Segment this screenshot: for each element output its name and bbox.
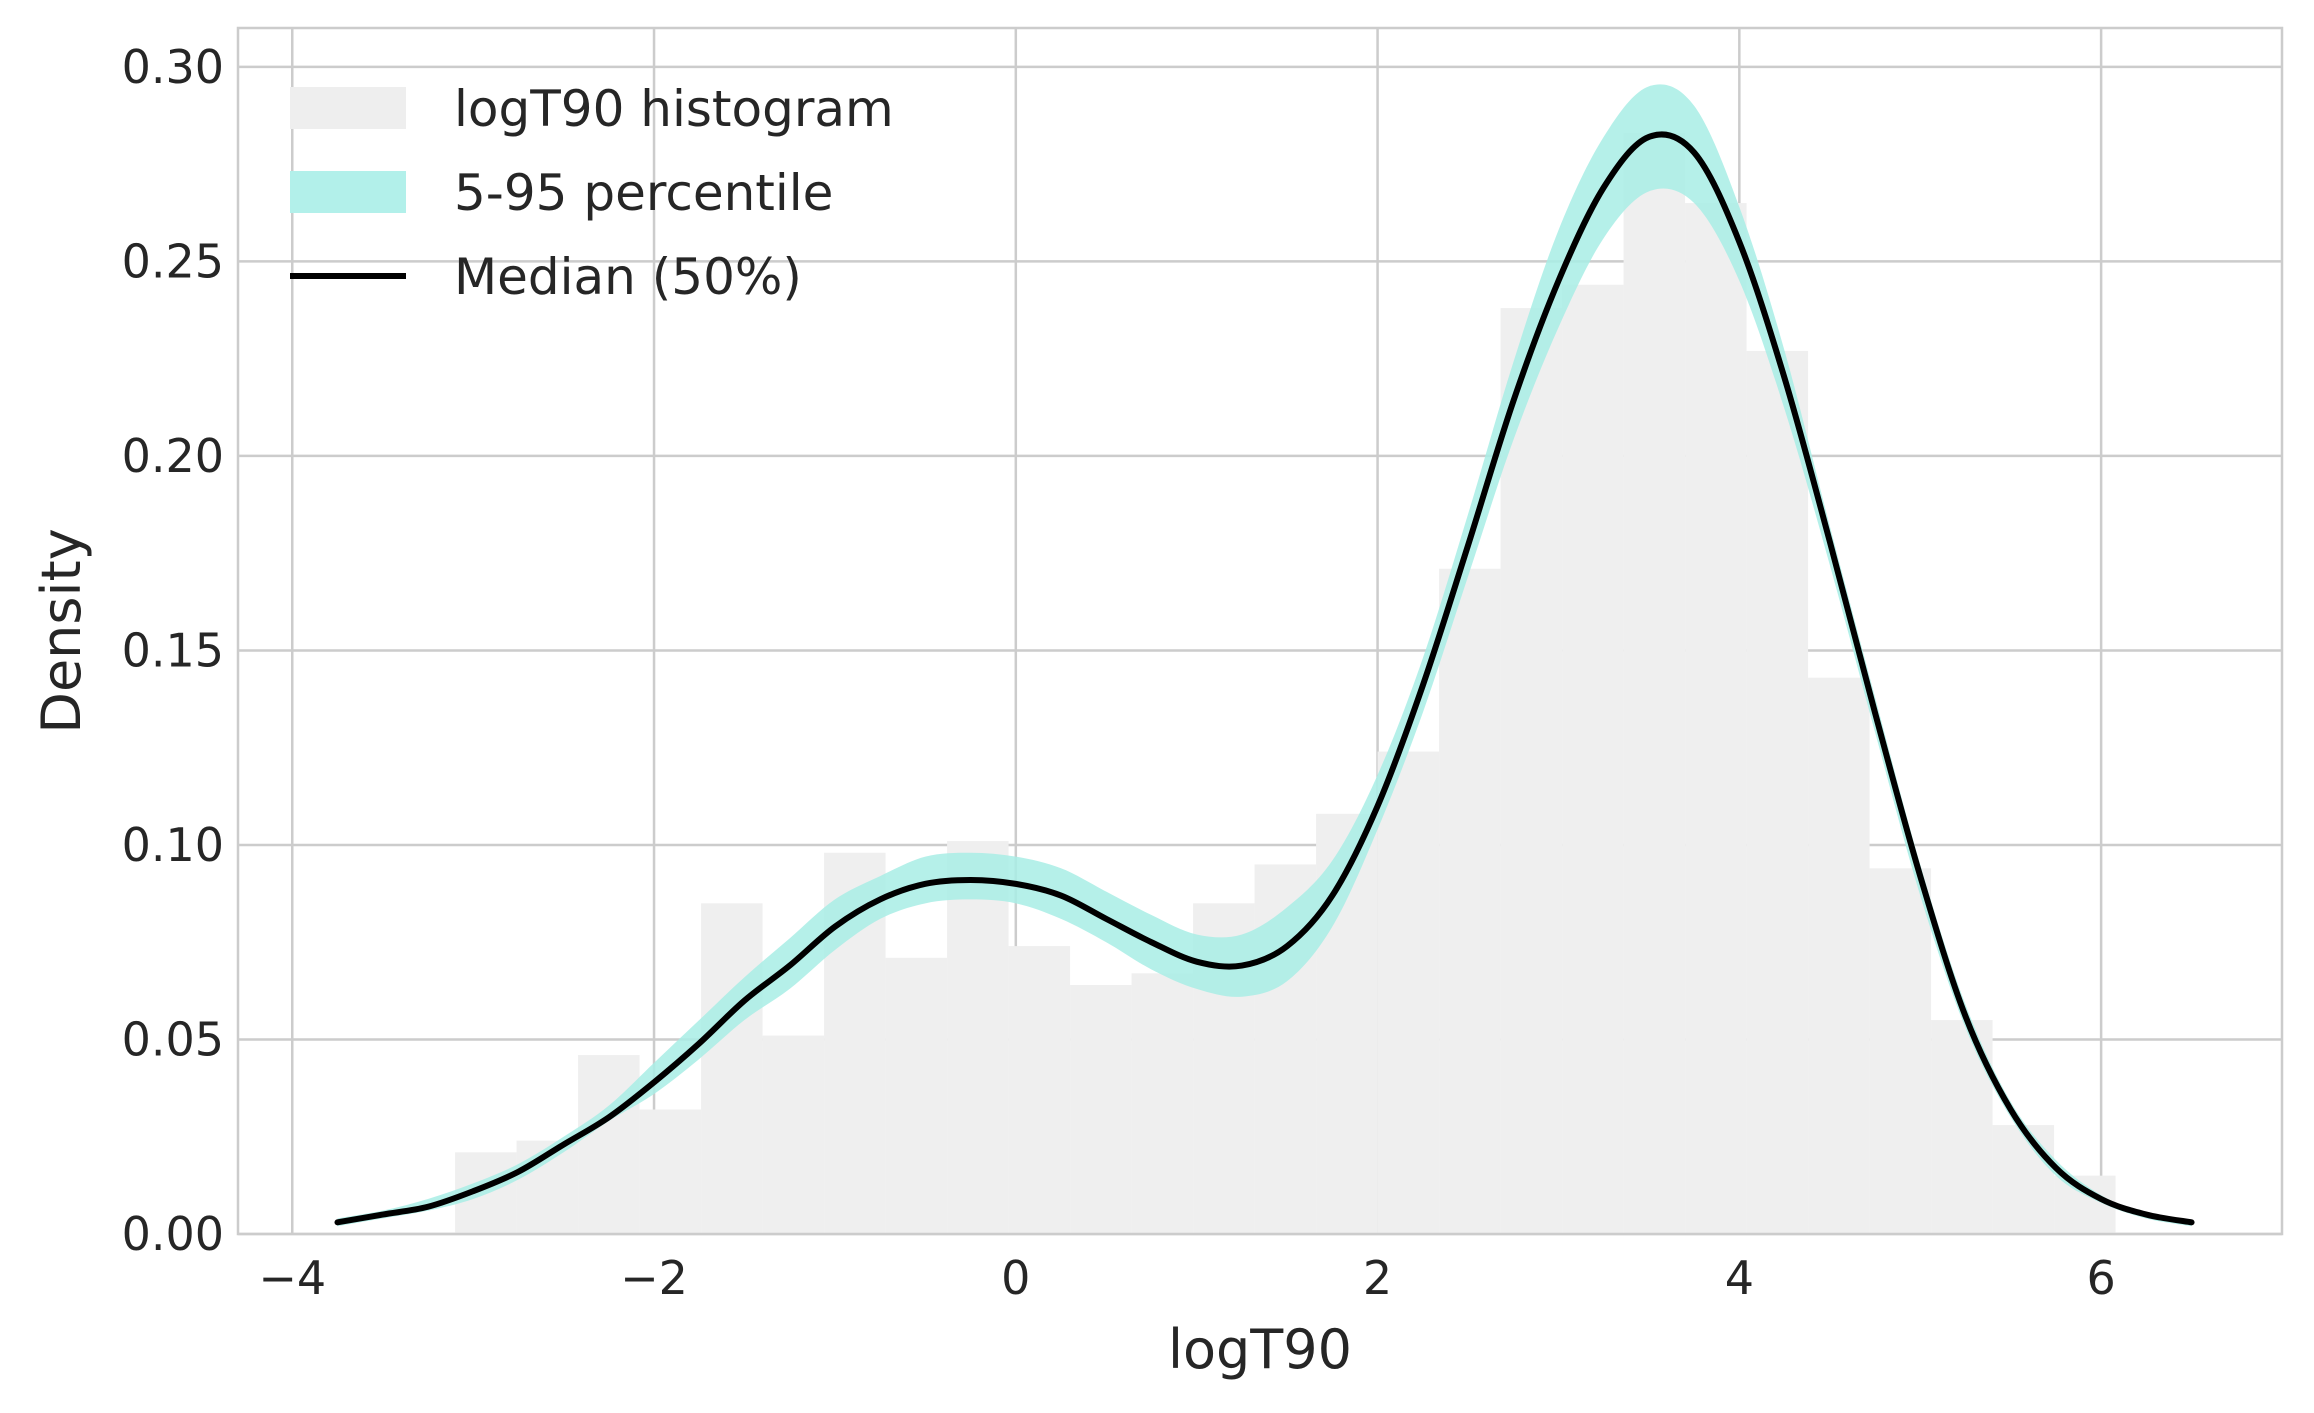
legend-label-1: 5-95 percentile: [454, 164, 833, 222]
y-tick-label-1: 0.05: [122, 1012, 224, 1066]
histogram-bar-2: [578, 1055, 640, 1234]
histogram-bar-9: [1008, 946, 1071, 1234]
y-tick-label-2: 0.10: [122, 818, 224, 872]
histogram-bar-22: [1808, 677, 1870, 1234]
histogram-bar-20: [1685, 203, 1747, 1235]
histogram: [455, 133, 2116, 1235]
y-tick-label-3: 0.15: [122, 623, 224, 677]
histogram-bar-11: [1131, 973, 1194, 1234]
histogram-bar-19: [1623, 133, 1686, 1235]
median-line: [334, 131, 2195, 1226]
y-tick-label-0: 0.00: [122, 1207, 224, 1261]
y-axis-title: Density: [30, 528, 93, 733]
histogram-bar-10: [1070, 985, 1132, 1234]
legend-swatch-0: [290, 87, 406, 129]
histogram-bar-7: [885, 957, 948, 1234]
histogram-bar-25: [1992, 1125, 2055, 1234]
x-tick-label-1: −2: [620, 1251, 688, 1305]
y-tick-label-5: 0.25: [122, 234, 224, 288]
legend-label-0: logT90 histogram: [454, 80, 894, 138]
y-tick-label-6: 0.30: [122, 40, 224, 94]
x-tick-labels: −4 −2 0 2 4 6: [258, 1251, 2115, 1305]
histogram-bar-17: [1500, 308, 1563, 1234]
histogram-bar-3: [639, 1109, 702, 1234]
x-axis-title: logT90: [1168, 1318, 1352, 1381]
legend-swatch-1: [290, 171, 406, 213]
histogram-bar-16: [1439, 568, 1501, 1234]
histogram-bar-23: [1869, 868, 1932, 1234]
x-tick-label-4: 4: [1725, 1251, 1754, 1305]
histogram-bar-5: [762, 1035, 825, 1234]
histogram-bar-4: [701, 903, 763, 1234]
x-tick-label-2: 0: [1001, 1251, 1030, 1305]
legend: logT90 histogram 5-95 percentile Median (5…: [290, 80, 894, 306]
y-tick-labels: 0.00 0.05 0.10 0.15 0.20 0.25 0.30: [122, 40, 224, 1261]
legend-label-2: Median (50%): [454, 248, 802, 306]
histogram-bar-21: [1746, 350, 1809, 1235]
histogram-bar-18: [1562, 284, 1624, 1234]
histogram-bar-15: [1377, 751, 1440, 1234]
y-tick-label-4: 0.20: [122, 429, 224, 483]
plot-frame: [236, 26, 2284, 1236]
x-tick-label-5: 6: [2086, 1251, 2115, 1305]
x-tick-label-0: −4: [258, 1251, 326, 1305]
percentile-band: [337, 84, 2192, 1227]
histogram-bar-8: [947, 841, 1009, 1234]
x-tick-label-3: 2: [1363, 1251, 1392, 1305]
